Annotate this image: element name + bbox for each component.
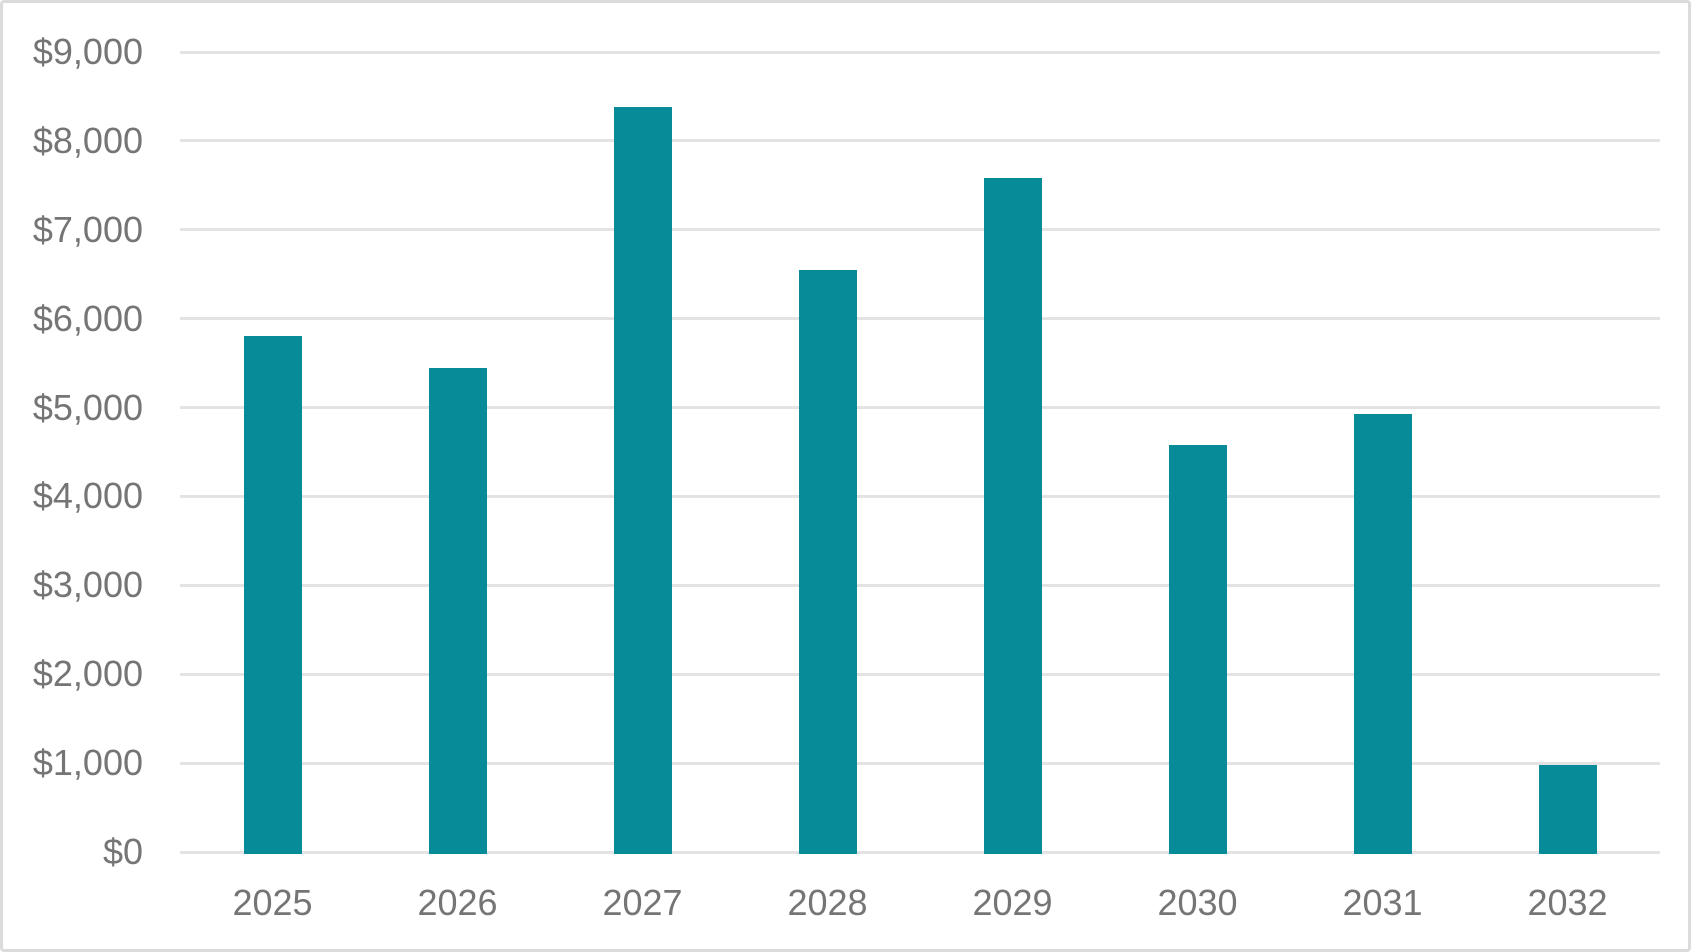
y-tick-label: $6,000 [32,297,143,339]
bar-2031 [1353,414,1412,854]
gridline [180,672,1660,676]
bar-2029 [983,177,1042,854]
y-axis-labels: $0 $1,000 $2,000 $3,000 $4,000 $5,000 $6,000 $7… [3,3,143,949]
y-tick-label: $0 [102,831,143,872]
bar-2028 [798,270,857,854]
x-tick-label: 2027 [602,882,683,923]
bar-2026 [428,367,487,854]
y-tick-label: $3,000 [32,564,143,606]
x-tick-label: 2031 [1342,882,1423,923]
gridline [180,494,1660,498]
gridline [180,317,1660,321]
y-tick-label: $5,000 [32,386,143,428]
bar-2027 [613,107,672,854]
gridline [180,761,1660,765]
x-axis-labels: 2025 2026 2027 2028 2029 2030 2031 2032 [180,885,1660,925]
y-tick-label: $4,000 [32,475,143,517]
x-tick-label: 2030 [1157,882,1238,923]
y-tick-label: $2,000 [32,653,143,695]
gridline [180,50,1660,54]
x-tick-label: 2032 [1527,882,1608,923]
y-tick-label: $1,000 [32,742,143,784]
x-tick-label: 2026 [417,882,498,923]
gridline [180,228,1660,232]
bar-2025 [243,335,302,854]
gridline [180,583,1660,587]
gridline [180,850,1660,854]
gridline [180,139,1660,143]
x-tick-label: 2025 [232,882,313,923]
bar-2030 [1168,445,1227,854]
y-tick-label: $8,000 [32,119,143,161]
x-tick-label: 2028 [787,882,868,923]
x-tick-label: 2029 [972,882,1053,923]
bar-2032 [1538,765,1597,854]
plot-area [180,50,1660,854]
y-tick-label: $9,000 [32,31,143,72]
gridline [180,406,1660,410]
y-tick-label: $7,000 [32,208,143,250]
